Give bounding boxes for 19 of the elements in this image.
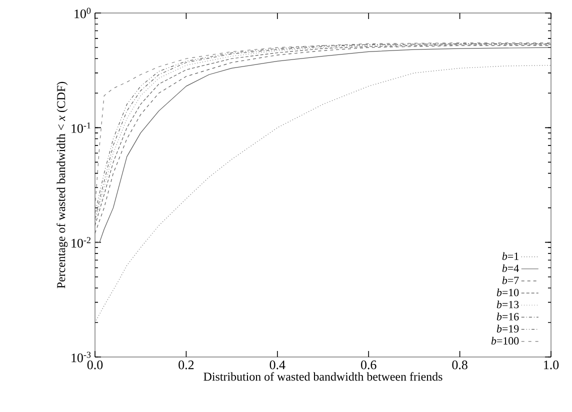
x-tick-label: 0.6 xyxy=(361,360,376,370)
legend-label: b=4 xyxy=(502,264,519,272)
legend-label: b=1 xyxy=(502,252,518,260)
y-tick-label: 10$^{-2}$ xyxy=(72,237,90,248)
x-axis-title: Distribution of wasted bandwidth between friends xyxy=(204,372,442,381)
y-tick-label: 10$^{0}$ xyxy=(74,8,91,18)
y-axis-title: Percentage of wasted bandwidth < x (CDF) xyxy=(56,82,68,288)
legend-label: b=10 xyxy=(496,288,519,296)
x-tick-label: 0.4 xyxy=(270,360,286,370)
x-tick-label: 0.0 xyxy=(87,360,103,370)
legend-label: b=13 xyxy=(496,300,519,308)
y-tick-label: 10$^{-1}$ xyxy=(72,122,90,133)
legend-label: b=100 xyxy=(491,336,519,345)
x-tick-label: 1.0 xyxy=(544,360,559,370)
legend-label: b=16 xyxy=(496,312,519,320)
x-tick-label: 0.8 xyxy=(452,360,468,370)
x-tick-label: 0.2 xyxy=(178,360,194,370)
legend-label: b=7 xyxy=(502,276,519,284)
legend-label: b=19 xyxy=(496,324,519,332)
